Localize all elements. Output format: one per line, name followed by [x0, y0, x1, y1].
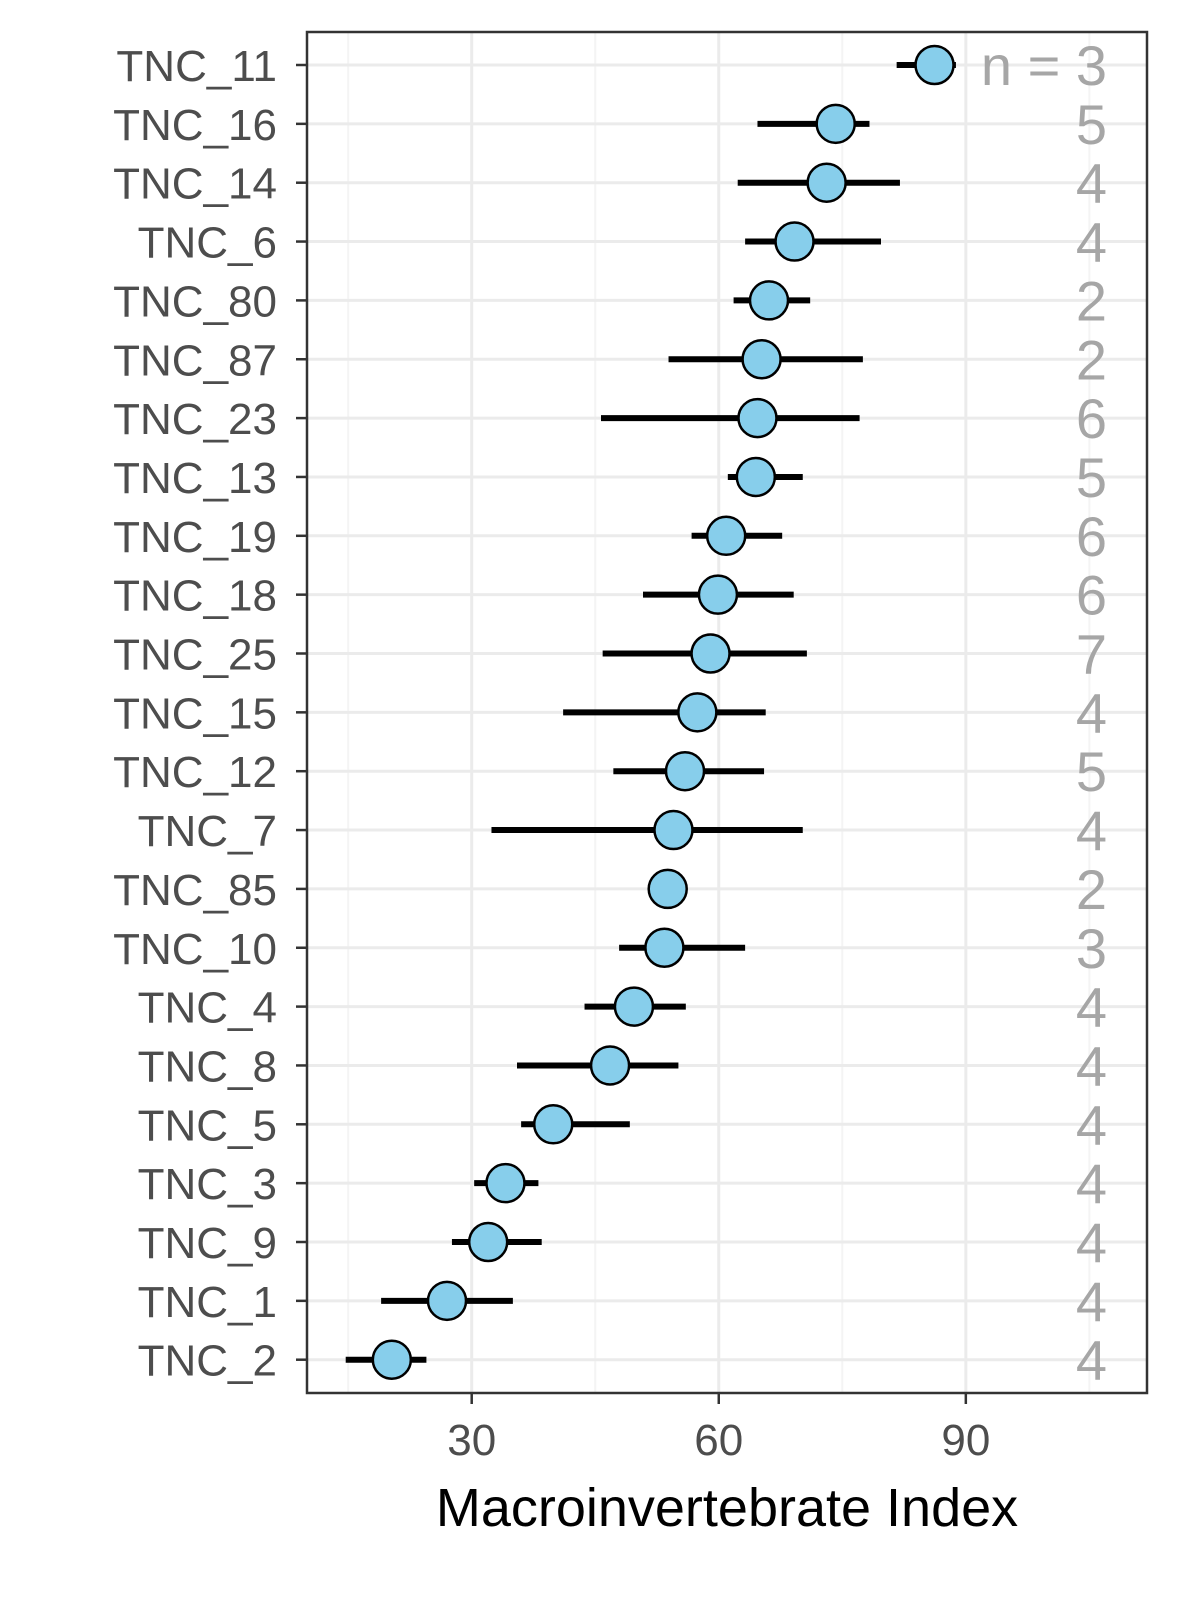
y-tick-label: TNC_10	[113, 925, 277, 974]
data-point	[647, 868, 688, 910]
n-label: 6	[1076, 564, 1107, 627]
n-label: 2	[1076, 269, 1107, 332]
x-tick-label: 90	[941, 1416, 990, 1465]
data-point	[589, 1045, 631, 1086]
data-point	[371, 1339, 413, 1380]
data-point	[735, 456, 777, 498]
n-label: 4	[1076, 1093, 1107, 1156]
y-tick-label: TNC_5	[138, 1101, 277, 1150]
n-label: n = 3	[981, 34, 1107, 97]
y-tick-label: TNC_4	[138, 984, 277, 1033]
y-tick-label: TNC_87	[113, 336, 277, 385]
n-label: 4	[1076, 799, 1107, 862]
y-tick-label: TNC_13	[113, 454, 277, 503]
n-label: 2	[1076, 328, 1107, 391]
y-tick-label: TNC_1	[138, 1278, 277, 1327]
n-label: 2	[1076, 858, 1107, 921]
y-tick-label: TNC_6	[138, 219, 277, 268]
data-point	[914, 44, 955, 86]
x-axis-title: Macroinvertebrate Index	[436, 1478, 1018, 1538]
x-axis: 30 60 90	[447, 1393, 990, 1465]
y-tick-label: TNC_2	[138, 1337, 277, 1386]
n-label: 4	[1076, 1329, 1107, 1392]
data-point	[467, 1221, 509, 1263]
n-label: 4	[1076, 976, 1107, 1039]
data-point	[748, 280, 790, 321]
y-axis: TNC_11 TNC_16 TNC_14 TNC_6 TNC_80 TNC_87 TNC_2…	[113, 42, 307, 1386]
n-label: 4	[1076, 211, 1107, 274]
n-label: 6	[1076, 387, 1107, 450]
y-tick-label: TNC_8	[138, 1042, 277, 1091]
data-point	[806, 162, 847, 203]
n-label: 4	[1076, 1211, 1107, 1274]
y-tick-label: TNC_11	[116, 42, 277, 91]
y-tick-label: TNC_9	[138, 1219, 277, 1268]
y-tick-label: TNC_14	[113, 160, 277, 209]
data-point	[697, 574, 739, 615]
y-tick-label: TNC_80	[113, 277, 277, 326]
n-label: 3	[1076, 917, 1107, 980]
data-point	[426, 1280, 468, 1322]
y-tick-label: TNC_85	[113, 866, 277, 915]
data-point	[815, 103, 856, 145]
data-point	[741, 339, 782, 380]
n-label: 7	[1076, 623, 1107, 686]
n-label: 4	[1076, 1270, 1107, 1333]
y-tick-label: TNC_7	[138, 807, 277, 856]
y-tick-label: TNC_25	[113, 631, 277, 680]
n-label: 5	[1076, 446, 1107, 509]
n-label: 6	[1076, 505, 1107, 568]
x-tick-label: 30	[447, 1416, 496, 1465]
data-point	[690, 633, 731, 674]
y-tick-label: TNC_12	[113, 748, 277, 797]
y-tick-label: TNC_15	[113, 689, 277, 738]
data-point	[485, 1162, 526, 1204]
n-label: 4	[1076, 1034, 1107, 1097]
data-point	[532, 1104, 574, 1145]
data-point	[737, 397, 778, 439]
n-label: 5	[1076, 740, 1107, 803]
data-point	[613, 986, 655, 1027]
data-point	[705, 515, 747, 557]
points	[371, 44, 955, 1380]
n-label: 5	[1076, 93, 1107, 156]
y-tick-label: TNC_16	[113, 101, 277, 150]
data-point	[677, 692, 718, 733]
n-label: 4	[1076, 1152, 1107, 1215]
n-label: 4	[1076, 152, 1107, 215]
y-tick-label: TNC_19	[113, 513, 277, 562]
y-tick-label: TNC_3	[138, 1160, 277, 1209]
n-label: 4	[1076, 681, 1107, 744]
data-point	[653, 809, 694, 851]
x-tick-label: 60	[694, 1416, 743, 1465]
data-point	[774, 221, 815, 262]
data-point	[644, 927, 685, 968]
y-tick-label: TNC_18	[113, 572, 277, 621]
y-tick-label: TNC_23	[113, 395, 277, 444]
data-point	[664, 750, 706, 792]
